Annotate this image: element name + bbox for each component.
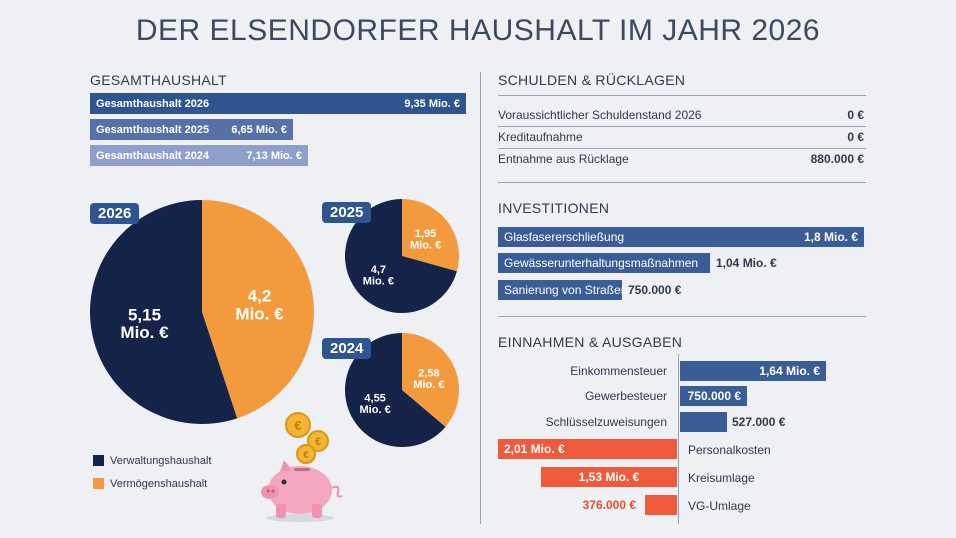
pie-label-vermoegen: 1,95 xyxy=(415,228,436,240)
pie-unit-vermoegen: Mio. € xyxy=(235,305,284,324)
pie-unit-vermoegen: Mio. € xyxy=(413,379,444,391)
gesamt-bar: Gesamthaushalt 2025 6,65 Mio. € xyxy=(90,119,293,140)
gesamt-bar-label: Gesamthaushalt 2026 xyxy=(96,97,210,110)
invest-bar-strassen: Sanierung von Straßen xyxy=(498,280,627,300)
ausgabe-label: Kreisumlage xyxy=(688,471,755,485)
invest-value: 1,8 Mio. € xyxy=(803,230,858,244)
column-divider xyxy=(480,72,481,524)
invest-value: 750.000 € xyxy=(628,283,682,297)
invest-label: Sanierung von Straßen xyxy=(504,283,628,297)
pie-slice-verwaltung xyxy=(345,199,457,314)
pie-slice-verwaltung xyxy=(345,333,446,448)
ausgabe-bar: 1,53 Mio. € xyxy=(541,467,677,487)
pie-label-verwaltung: 5,15 xyxy=(128,305,161,324)
pie-tag-2026: 2026 xyxy=(90,203,140,224)
gesamt-bar-label: Gesamthaushalt 2024 xyxy=(96,149,210,162)
invest-label: Glasfasererschließung xyxy=(504,230,625,244)
schulden-row-value: 0 € xyxy=(847,130,864,144)
schulden-divider-top xyxy=(498,95,866,96)
schulden-row-divider xyxy=(498,126,866,127)
svg-text:€: € xyxy=(294,418,301,433)
invest-bar-gewaesser: Gewässerunterhaltungsmaßnahmen xyxy=(498,253,710,273)
ea-axis xyxy=(678,354,679,524)
einnahme-label: Gewerbesteuer xyxy=(584,389,667,403)
einnahme-value: 1,64 Mio. € xyxy=(759,364,820,378)
invest-value: 1,04 Mio. € xyxy=(716,256,777,270)
invest-bar-glasfaser: Glasfasererschließung 1,8 Mio. € xyxy=(498,227,864,247)
schulden-row-value: 880.000 € xyxy=(810,152,864,166)
invest-divider xyxy=(498,316,866,317)
ausgabe-bar xyxy=(645,495,677,515)
pie-unit-verwaltung: Mio. € xyxy=(120,323,169,342)
pie-unit-verwaltung: Mio. € xyxy=(360,404,391,416)
ausgabe-bar: 2,01 Mio. € xyxy=(498,439,677,459)
einnahme-value: 750.000 € xyxy=(687,389,741,403)
legend-swatch-vermoegen xyxy=(93,478,104,489)
schulden-row: Kreditaufnahme 0 € xyxy=(498,130,864,144)
gesamt-bar-value: 9,35 Mio. € xyxy=(404,97,460,110)
schulden-row: Voraussichtlicher Schuldenstand 2026 0 € xyxy=(498,108,864,122)
schulden-row: Entnahme aus Rücklage 880.000 € xyxy=(498,152,864,166)
schulden-row-divider xyxy=(498,148,866,149)
schulden-divider-bottom xyxy=(498,182,866,183)
page-title: DER ELSENDORFER HAUSHALT IM JAHR 2026 xyxy=(135,14,821,47)
legend-swatch-verwaltung xyxy=(93,455,104,466)
ausgabe-label: Personalkosten xyxy=(688,443,771,457)
schulden-row-label: Entnahme aus Rücklage xyxy=(498,152,629,166)
svg-text:€: € xyxy=(303,450,309,461)
pie-label-verwaltung: 4,55 xyxy=(364,392,385,404)
ausgabe-label: VG-Umlage xyxy=(688,499,751,513)
pie-label-vermoegen: 2,58 xyxy=(418,368,439,380)
schulden-row-value: 0 € xyxy=(847,108,864,122)
ausgabe-value: 1,53 Mio. € xyxy=(578,470,640,484)
ausgabe-value: 376.000 € xyxy=(582,498,636,512)
einnahme-label: Schlüsselzuweisungen xyxy=(545,415,667,429)
schulden-row-label: Voraussichtlicher Schuldenstand 2026 xyxy=(498,108,702,122)
investitionen-heading: INVESTITIONEN xyxy=(498,200,610,216)
legend-label-verwaltung: Verwaltungshaushalt xyxy=(110,455,212,467)
pie-slice-vermoegen xyxy=(402,199,459,272)
einnahme-bar xyxy=(680,412,727,432)
einnahme-bar: 750.000 € xyxy=(680,386,747,406)
gesamt-bar-value: 7,13 Mio. € xyxy=(246,149,302,162)
ausgabe-value: 2,01 Mio. € xyxy=(504,442,565,456)
ea-heading: EINNAHMEN & AUSGABEN xyxy=(498,334,683,350)
pie-slice-vermoegen xyxy=(202,200,314,419)
gesamt-heading: GESAMTHAUSHALT xyxy=(90,72,227,88)
schulden-heading: SCHULDEN & RÜCKLAGEN xyxy=(498,72,686,88)
pie-tag-2025: 2025 xyxy=(322,202,372,223)
invest-label: Gewässerunterhaltungsmaßnahmen xyxy=(504,256,699,270)
pie-unit-vermoegen: Mio. € xyxy=(410,240,441,252)
gesamt-bar-label: Gesamthaushalt 2025 xyxy=(96,123,210,136)
einnahme-value: 527.000 € xyxy=(732,415,786,429)
gesamt-bar: Gesamthaushalt 2024 7,13 Mio. € xyxy=(90,145,308,166)
pie-unit-verwaltung: Mio. € xyxy=(363,275,394,287)
pie-tag-2024: 2024 xyxy=(322,338,372,359)
piggy-bank-icon: € € € xyxy=(261,412,343,522)
pie-slice-verwaltung xyxy=(89,200,238,424)
einnahme-bar: 1,64 Mio. € xyxy=(680,361,826,381)
gesamt-bar: Gesamthaushalt 2026 9,35 Mio. € xyxy=(90,93,466,114)
svg-text:€: € xyxy=(315,436,321,448)
einnahme-label: Einkommensteuer xyxy=(570,364,667,378)
gesamt-bar-value: 6,65 Mio. € xyxy=(231,123,287,136)
pie-slice-vermoegen xyxy=(402,333,459,427)
schulden-row-label: Kreditaufnahme xyxy=(498,130,583,144)
pie-label-vermoegen: 4,2 xyxy=(248,287,272,306)
legend-label-vermoegen: Vermögenshaushalt xyxy=(110,478,208,490)
pie-label-verwaltung: 4,7 xyxy=(371,264,386,276)
